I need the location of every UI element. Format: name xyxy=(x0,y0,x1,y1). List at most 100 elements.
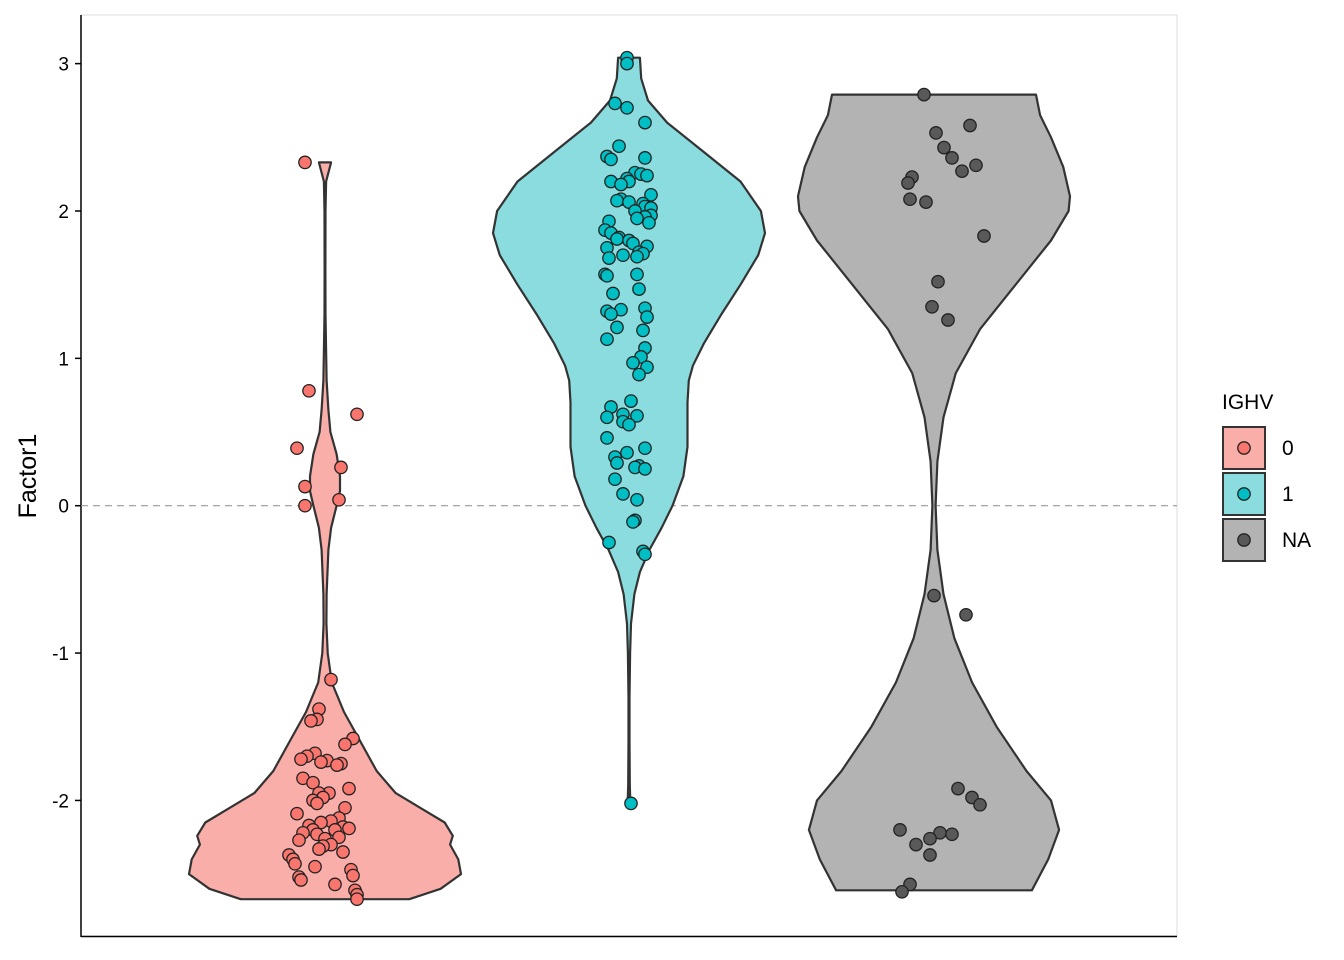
data-point xyxy=(350,407,364,422)
data-point xyxy=(945,827,959,842)
data-point xyxy=(324,672,338,687)
data-point xyxy=(342,781,356,796)
y-axis-title: Factor1 xyxy=(14,434,42,519)
data-point xyxy=(298,155,312,170)
data-point xyxy=(632,367,646,382)
data-point xyxy=(610,456,624,470)
data-point xyxy=(630,408,644,423)
data-point xyxy=(969,158,983,173)
data-point xyxy=(624,394,638,408)
data-point xyxy=(923,831,937,846)
data-point xyxy=(302,383,316,398)
data-point xyxy=(895,884,909,899)
data-point xyxy=(308,859,322,874)
data-point xyxy=(298,479,312,494)
legend: IGHV 0 1 NA xyxy=(1222,391,1311,562)
data-point xyxy=(334,460,348,475)
data-point xyxy=(626,355,640,370)
data-point xyxy=(612,139,626,154)
data-point xyxy=(638,547,652,562)
data-point xyxy=(608,96,622,111)
data-point xyxy=(955,164,969,179)
violin-0 xyxy=(187,161,463,901)
data-point xyxy=(927,588,941,603)
data-point xyxy=(909,837,923,852)
data-point xyxy=(925,299,939,314)
y-tick-label: 1 xyxy=(58,349,69,370)
data-point xyxy=(630,267,644,282)
data-point xyxy=(626,515,640,529)
data-point xyxy=(640,310,654,324)
legend-title: IGHV xyxy=(1222,391,1273,414)
data-point xyxy=(963,118,977,133)
data-point xyxy=(616,487,630,501)
data-point xyxy=(636,323,650,338)
data-point xyxy=(600,431,614,445)
data-point xyxy=(638,462,652,476)
data-point xyxy=(346,868,360,883)
data-point xyxy=(290,441,304,456)
data-point xyxy=(338,800,352,815)
legend-key-0: 0 xyxy=(1222,426,1294,470)
data-point xyxy=(638,151,652,165)
y-tick-label: -1 xyxy=(52,644,69,665)
data-point xyxy=(919,195,933,209)
data-point xyxy=(614,177,628,192)
data-point xyxy=(644,187,658,202)
y-tick-label: 2 xyxy=(58,202,69,223)
data-point xyxy=(923,848,937,862)
data-point xyxy=(620,100,634,115)
legend-point xyxy=(1237,487,1251,501)
data-point xyxy=(893,823,907,837)
data-point xyxy=(600,332,614,347)
data-point xyxy=(294,752,308,767)
data-point xyxy=(638,441,652,456)
data-point xyxy=(292,833,306,848)
data-point xyxy=(610,193,624,208)
data-point xyxy=(328,877,342,892)
legend-point xyxy=(1237,533,1251,547)
data-point xyxy=(622,417,636,432)
data-point xyxy=(632,282,646,296)
data-point xyxy=(306,775,320,790)
data-point xyxy=(931,274,945,289)
data-point xyxy=(332,492,346,507)
data-point xyxy=(903,192,917,207)
data-point xyxy=(917,87,931,102)
legend-label: 0 xyxy=(1282,437,1294,460)
legend-label: 1 xyxy=(1282,483,1294,506)
data-point xyxy=(616,248,630,263)
legend-label: NA xyxy=(1282,529,1311,552)
data-point xyxy=(600,268,614,283)
data-point xyxy=(350,892,364,907)
data-point xyxy=(941,313,955,327)
data-point xyxy=(630,211,644,226)
data-point xyxy=(310,796,324,811)
y-tick-label: -2 xyxy=(52,791,69,812)
data-point xyxy=(951,781,965,796)
data-point xyxy=(314,755,328,769)
data-point xyxy=(977,229,991,243)
legend-key-na: NA xyxy=(1222,518,1311,562)
data-point xyxy=(901,176,915,190)
data-point xyxy=(338,737,352,752)
data-point xyxy=(336,845,350,859)
violin-na xyxy=(796,93,1072,892)
data-point xyxy=(602,251,616,265)
data-point xyxy=(610,232,624,246)
data-point xyxy=(937,140,951,155)
data-point xyxy=(945,151,959,165)
data-point xyxy=(630,249,644,264)
data-point xyxy=(298,498,312,513)
data-point xyxy=(610,320,624,335)
data-point xyxy=(602,535,616,550)
legend-point xyxy=(1237,441,1251,455)
data-point xyxy=(959,607,973,622)
data-point xyxy=(600,410,614,425)
data-point xyxy=(606,286,620,301)
y-tick-label: 0 xyxy=(58,497,69,518)
data-point xyxy=(304,714,318,728)
data-point xyxy=(620,445,634,460)
data-point xyxy=(929,126,943,140)
